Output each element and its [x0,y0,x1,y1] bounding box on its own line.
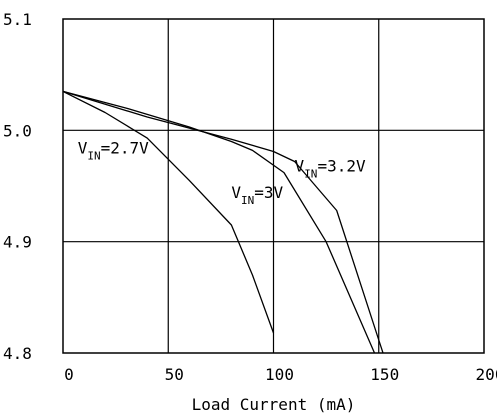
series-label-1: VIN=2.7V [78,139,149,163]
series-label-subscript: IN [304,168,317,181]
y-tick-label: 4.9 [3,233,32,252]
y-tick-labels: 4.8 4.9 5.0 5.1 [3,10,32,363]
x-tick-label: 0 [64,365,74,384]
series-label-value: =3V [254,183,283,202]
series-label-symbol: V [295,157,305,176]
x-axis-label: Load Current (mA) [192,395,356,414]
x-tick-label: 100 [265,365,294,384]
series-line-1 [62,90,275,334]
x-tick-label: 150 [370,365,399,384]
series-label-symbol: V [78,139,88,158]
x-tick-label: 200 [476,365,497,384]
x-tick-label: 50 [165,365,184,384]
series-label-subscript: IN [241,194,254,207]
plot-area-frame [62,18,485,354]
y-tick-label: 4.8 [3,344,32,363]
series-label-value: =2.7V [101,139,150,158]
y-tick-label: 5.1 [3,10,32,29]
series-label-3: VIN=3.2V [295,157,366,181]
series-label-value: =3.2V [317,157,366,176]
grid-lines [63,19,484,353]
x-tick-labels: 0 50 100 150 200 [64,365,497,384]
y-tick-label: 5.0 [3,121,32,140]
series-lines [62,90,384,354]
series-line-3 [62,90,384,354]
series-label-subscript: IN [87,150,100,163]
series-line-2 [62,90,376,354]
series-label-2: VIN=3V [231,183,283,207]
series-label-symbol: V [231,183,241,202]
